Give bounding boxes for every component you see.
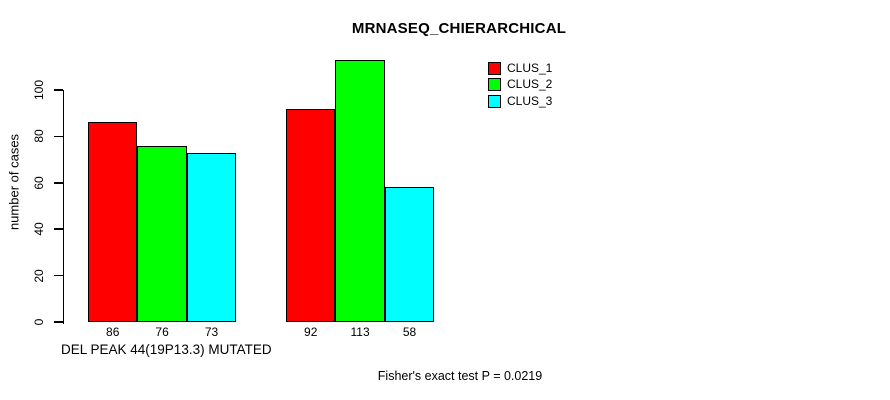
- bar-value-label: 76: [155, 325, 169, 339]
- y-axis-tick: [53, 182, 63, 184]
- bar-clus_1-group-2: [286, 108, 336, 322]
- y-axis-tick: [53, 321, 63, 323]
- chart-title: MRNASEQ_CHIERARCHICAL: [351, 20, 567, 37]
- bar-value-label: 86: [106, 325, 120, 339]
- legend-label-clus_2: CLUS_2: [507, 77, 553, 92]
- bar-value-label: 113: [350, 325, 370, 339]
- y-axis-tick: [53, 135, 63, 138]
- y-axis-tick-label: 80: [32, 129, 46, 144]
- bar-clus_2-group-1: [137, 145, 187, 322]
- bar-value-label: 92: [304, 325, 318, 339]
- y-axis-line: [62, 90, 64, 324]
- legend-swatch-clus_3: [488, 94, 501, 108]
- y-axis-tick-label: 100: [32, 79, 46, 101]
- legend-label-clus_1: CLUS_1: [507, 61, 553, 75]
- y-axis-tick-label: 40: [32, 222, 46, 236]
- bar-value-label: 58: [402, 325, 417, 339]
- y-axis-tick-label: 60: [32, 176, 46, 190]
- y-axis-tick-label: 0: [32, 318, 46, 326]
- y-axis-tick: [53, 228, 63, 230]
- legend-label-clus_3: CLUS_3: [507, 93, 553, 108]
- bar-clus_3-group-2: [384, 187, 435, 322]
- legend-swatch-clus_1: [488, 62, 501, 75]
- bar-clus_3-group-1: [186, 152, 237, 322]
- y-axis-tick: [53, 89, 63, 91]
- legend-swatch-clus_2: [488, 78, 501, 92]
- y-axis-tick-label: 20: [32, 268, 46, 283]
- fisher-test-annotation: Fisher's exact test P = 0.0219: [377, 369, 543, 383]
- x-axis-label: DEL PEAK 44(19P13.3) MUTATED: [61, 342, 272, 357]
- bar-clus_1-group-1: [88, 122, 138, 322]
- bar-clus_2-group-2: [335, 59, 385, 322]
- y-axis-tick: [53, 274, 63, 277]
- bar-value-label: 73: [204, 325, 219, 339]
- y-axis-label: number of cases: [6, 133, 22, 231]
